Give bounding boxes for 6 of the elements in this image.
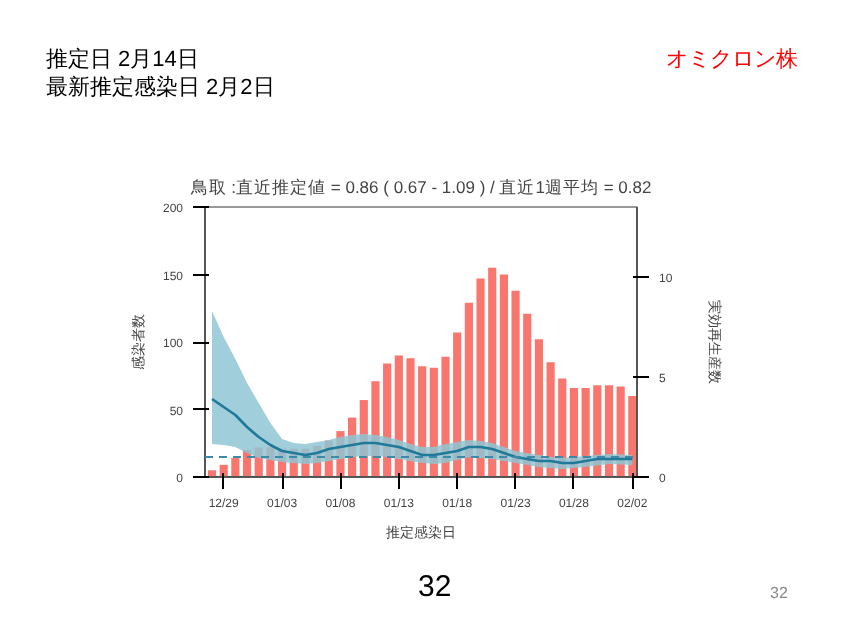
text: 推定日 2月14日 — [46, 48, 199, 72]
text: オミクロン株 — [666, 46, 798, 76]
chart-title: 鳥取 :直近推定値 = 0.86 ( 0.67 - 1.09 ) / 直近1週平均 = 0.82 — [188, 177, 652, 197]
text: 最新推定感染日 2月2日 — [46, 76, 275, 100]
text: 32 — [770, 582, 788, 605]
text: 32 — [418, 568, 452, 608]
